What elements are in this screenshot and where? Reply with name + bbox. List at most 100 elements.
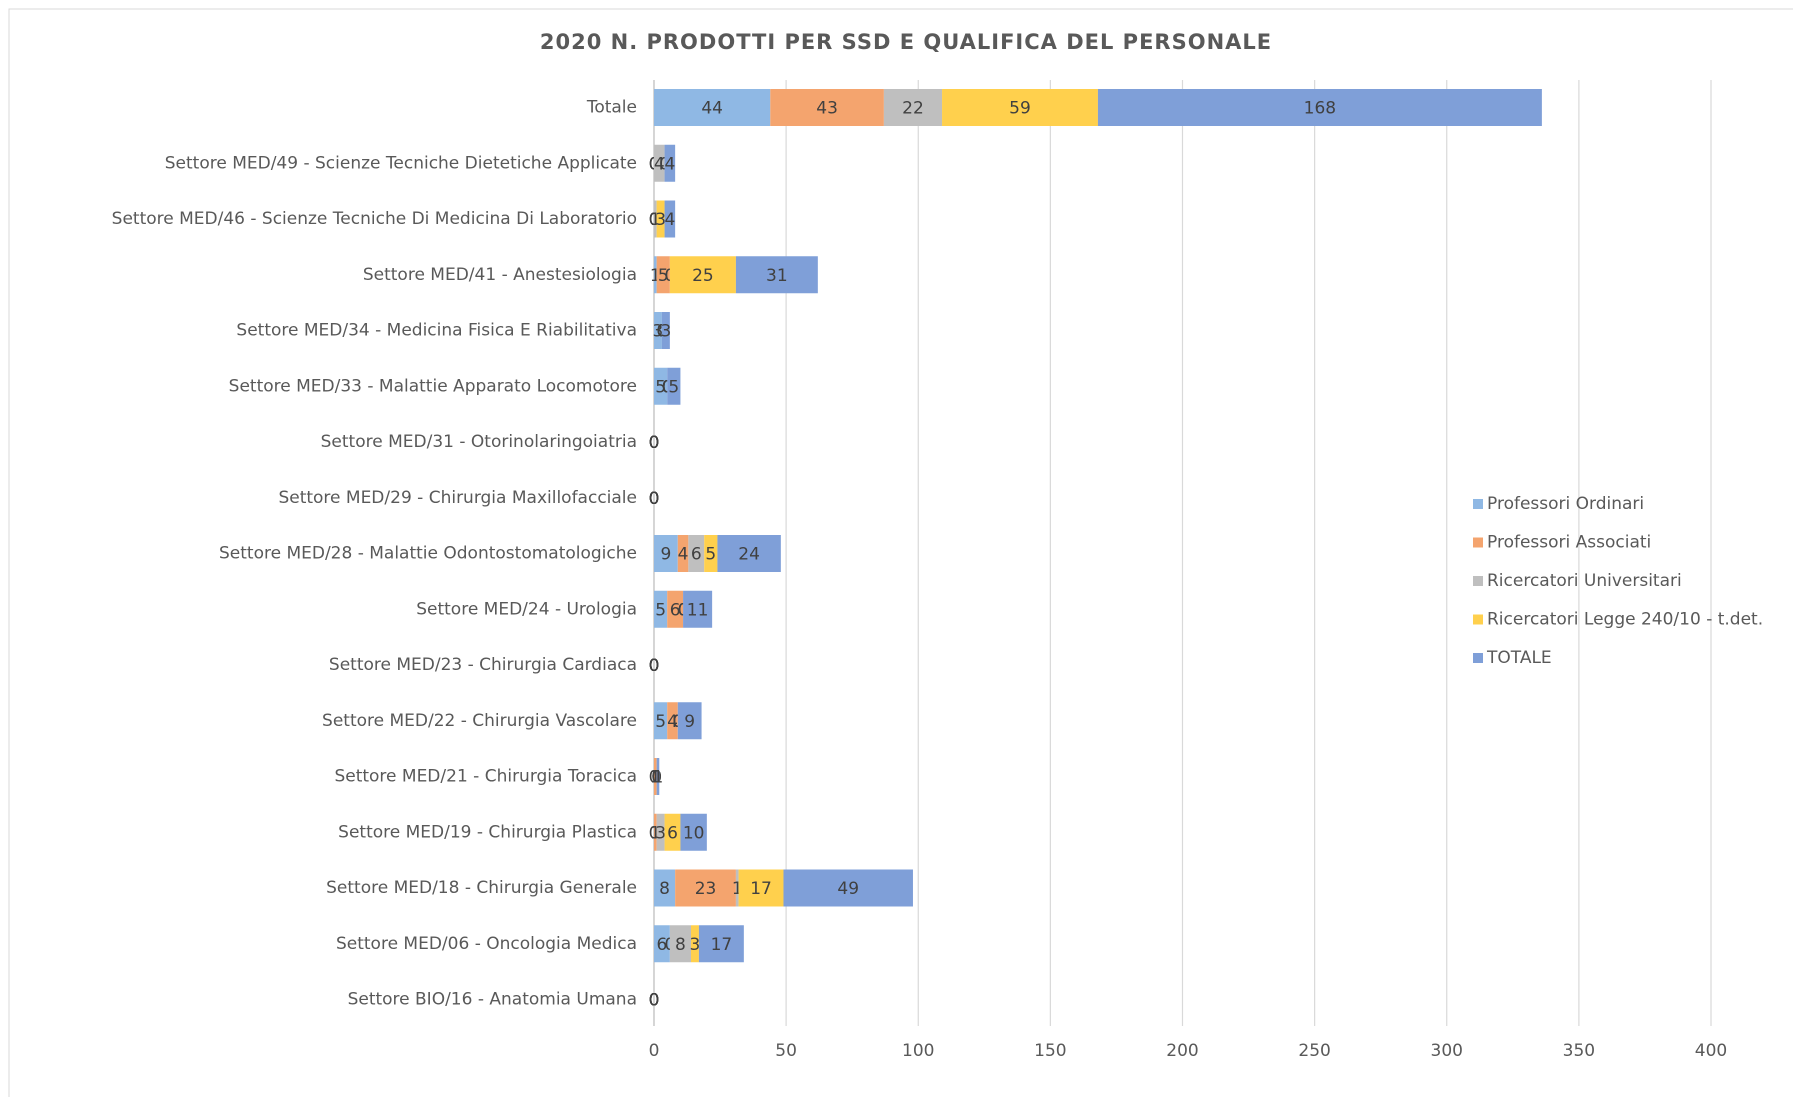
x-tick-label: 150: [1034, 1041, 1066, 1061]
legend-swatch: [1473, 576, 1483, 586]
data-label: 10: [683, 823, 705, 843]
data-label: 5: [705, 545, 716, 565]
data-label: 0: [649, 433, 660, 453]
bar-segment: [654, 869, 676, 907]
data-label: 168: [1304, 99, 1336, 119]
data-label: 5: [655, 377, 666, 397]
y-tick-label: Settore MED/06 - Oncologia Medica: [336, 934, 637, 954]
bar-segment: [669, 256, 736, 294]
bar-segment: [656, 200, 665, 238]
data-label: 17: [711, 935, 733, 955]
x-tick-label: 100: [902, 1041, 934, 1061]
data-label: 0: [649, 991, 660, 1011]
data-label: 0: [649, 991, 660, 1011]
bar-segment: [654, 590, 668, 628]
data-label: 1: [653, 768, 664, 788]
bar-segment: [735, 869, 739, 907]
bar-segment: [883, 89, 943, 126]
y-tick-label: Settore MED/29 - Chirurgia Maxillofaccia…: [278, 488, 637, 508]
data-label: 4: [678, 545, 689, 565]
bar-segment: [656, 813, 665, 851]
bar-segment: [654, 925, 670, 963]
data-label: 0: [649, 433, 660, 453]
legend-swatch: [1473, 499, 1483, 509]
bar-segment: [667, 367, 681, 405]
bar-segment: [675, 869, 736, 907]
data-label: 0: [649, 489, 660, 509]
data-label: 1: [650, 768, 661, 788]
bar-segment: [654, 535, 678, 572]
bar-segment: [669, 925, 691, 963]
x-tick-label: 0: [649, 1041, 660, 1061]
bar-segment: [942, 89, 1098, 126]
bar-segment: [683, 590, 713, 628]
y-tick-label: Settore BIO/16 - Anatomia Umana: [348, 990, 637, 1010]
bar-segment: [654, 312, 662, 349]
data-label: 3: [655, 823, 666, 843]
y-tick-label: Settore MED/19 - Chirurgia Plastica: [338, 822, 637, 842]
bar-segment: [735, 256, 818, 294]
data-label: 3: [653, 322, 664, 342]
x-tick-label: 300: [1431, 1041, 1463, 1061]
bar-segment: [704, 535, 718, 572]
data-label: 4: [667, 712, 678, 732]
data-label: 23: [695, 879, 717, 899]
legend-label: Ricercatori Legge 240/10 - t.det.: [1487, 610, 1763, 630]
data-label: 0: [649, 991, 660, 1011]
x-tick-label: 200: [1166, 1041, 1198, 1061]
data-label: 0: [649, 656, 660, 676]
bar-segment: [654, 813, 657, 851]
bar-segment: [770, 89, 884, 126]
data-label: 0: [649, 433, 660, 453]
bar-segment: [661, 312, 670, 349]
bar-segment: [654, 702, 668, 740]
bar-segment: [738, 869, 784, 907]
legend-swatch: [1473, 537, 1483, 548]
data-label: 0: [649, 489, 660, 509]
chart-title: 2020 N. PRODOTTI PER SSD E QUALIFICA DEL…: [540, 30, 1272, 54]
legend-swatch: [1473, 653, 1483, 663]
bar-segment: [654, 256, 657, 294]
data-label: 17: [750, 879, 772, 899]
bar-segment: [1097, 89, 1542, 126]
bar-segment: [690, 925, 699, 963]
data-label: 0: [649, 433, 660, 453]
data-label: 0: [649, 656, 660, 676]
data-label: 3: [660, 322, 671, 342]
bar-segment: [698, 925, 744, 963]
data-label: 4: [664, 154, 675, 174]
bar-segment: [656, 256, 670, 294]
data-label: 5: [655, 600, 666, 620]
y-tick-label: Totale: [586, 98, 637, 118]
x-tick-label: 400: [1695, 1041, 1727, 1061]
data-label: 44: [701, 99, 723, 119]
y-tick-label: Settore MED/31 - Otorinolaringoiatria: [321, 432, 637, 452]
bar-segment: [654, 758, 657, 795]
data-label: 4: [654, 154, 665, 174]
data-label: 4: [664, 210, 675, 230]
bar-segment: [654, 367, 668, 405]
data-label: 3: [655, 210, 666, 230]
x-tick-label: 250: [1298, 1041, 1330, 1061]
y-tick-label: Settore MED/28 - Malattie Odontostomatol…: [219, 544, 637, 564]
data-label: 8: [659, 879, 670, 899]
data-label: 6: [670, 600, 681, 620]
y-tick-label: Settore MED/34 - Medicina Fisica E Riabi…: [236, 321, 637, 341]
data-label: 6: [667, 823, 678, 843]
data-label: 43: [816, 99, 838, 119]
data-label: 11: [687, 600, 709, 620]
bar-segment: [688, 535, 705, 572]
data-label: 0: [649, 489, 660, 509]
data-label: 24: [738, 545, 760, 565]
y-tick-label: Settore MED/46 - Scienze Tecniche Di Med…: [112, 209, 637, 229]
bar-segment: [656, 758, 660, 795]
y-tick-label: Settore MED/23 - Chirurgia Cardiaca: [329, 655, 637, 675]
data-label: 5: [668, 377, 679, 397]
data-label: 0: [649, 489, 660, 509]
y-tick-label: Settore MED/21 - Chirurgia Toracica: [334, 767, 637, 787]
data-label: 25: [692, 266, 714, 286]
bar-segment: [680, 813, 707, 851]
legend-swatch: [1473, 614, 1483, 625]
bar-segment: [677, 535, 689, 572]
y-tick-label: Settore MED/33 - Malattie Apparato Locom…: [229, 376, 637, 396]
